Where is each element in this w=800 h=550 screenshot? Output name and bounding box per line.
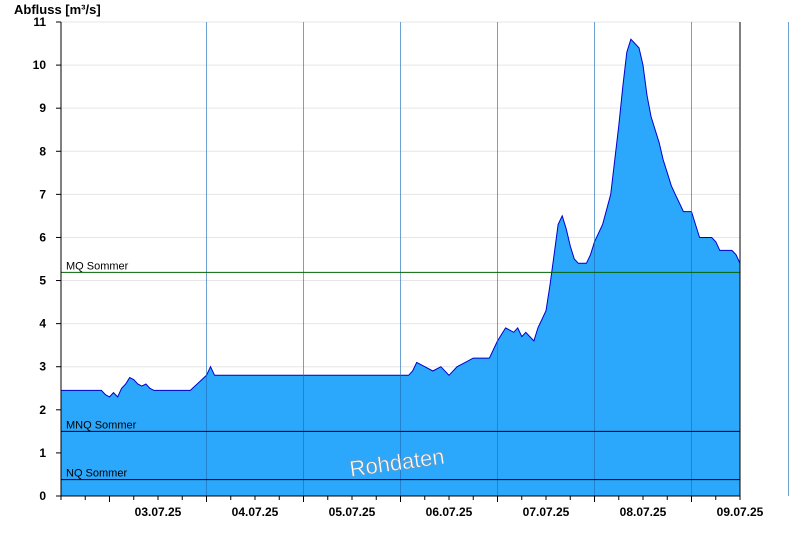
y-tick-label: 8 <box>39 144 46 158</box>
reference-label: MNQ Sommer <box>66 419 137 431</box>
y-tick-label: 3 <box>39 360 46 374</box>
y-tick-label: 5 <box>39 274 46 288</box>
y-tick-label: 7 <box>39 187 46 201</box>
x-tick-label: 08.07.25 <box>620 505 667 519</box>
y-tick-label: 9 <box>39 101 46 115</box>
x-tick-label: 05.07.25 <box>329 505 376 519</box>
y-tick-label: 4 <box>39 317 46 331</box>
x-tick-label: 03.07.25 <box>135 505 182 519</box>
discharge-line <box>61 38 741 398</box>
y-tick-label: 2 <box>39 403 46 417</box>
reference-lines: MQ Sommer MNQ Sommer NQ Sommer <box>61 260 740 481</box>
discharge-area <box>61 22 789 496</box>
reference-label: NQ Sommer <box>66 468 127 480</box>
y-tick-label: 1 <box>39 446 46 460</box>
y-axis-title: Abfluss [m³/s] <box>14 2 101 17</box>
x-tick-label: 07.07.25 <box>523 505 570 519</box>
x-tick-label: 09.07.25 <box>717 505 764 519</box>
y-tick-labels: 0 1 2 3 4 5 6 7 8 9 10 11 <box>33 15 61 503</box>
x-tick-label: 04.07.25 <box>232 505 279 519</box>
y-tick-label: 11 <box>33 15 46 29</box>
x-tick-label: 06.07.25 <box>426 505 473 519</box>
y-tick-label: 6 <box>39 230 46 244</box>
x-tick-labels: 03.07.25 04.07.25 05.07.25 06.07.25 07.07.25… <box>60 496 764 519</box>
y-tick-label: 0 <box>39 489 46 503</box>
reference-label: MQ Sommer <box>66 260 129 272</box>
discharge-fill <box>61 39 740 496</box>
y-tick-label: 10 <box>33 58 47 72</box>
